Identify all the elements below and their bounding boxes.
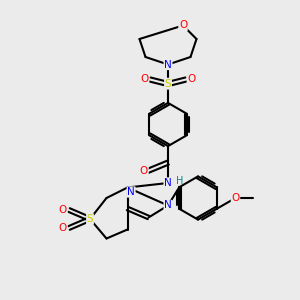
Text: O: O xyxy=(187,74,196,85)
Text: O: O xyxy=(179,20,187,31)
Text: S: S xyxy=(87,214,93,224)
Text: O: O xyxy=(140,166,148,176)
Text: N: N xyxy=(164,200,172,211)
Text: O: O xyxy=(59,205,67,215)
Text: O: O xyxy=(140,74,149,85)
Text: O: O xyxy=(59,223,67,233)
Text: N: N xyxy=(164,59,172,70)
Text: H: H xyxy=(176,176,183,187)
Text: N: N xyxy=(164,178,172,188)
Text: O: O xyxy=(231,193,240,203)
Text: S: S xyxy=(165,79,171,89)
Text: N: N xyxy=(127,187,135,197)
